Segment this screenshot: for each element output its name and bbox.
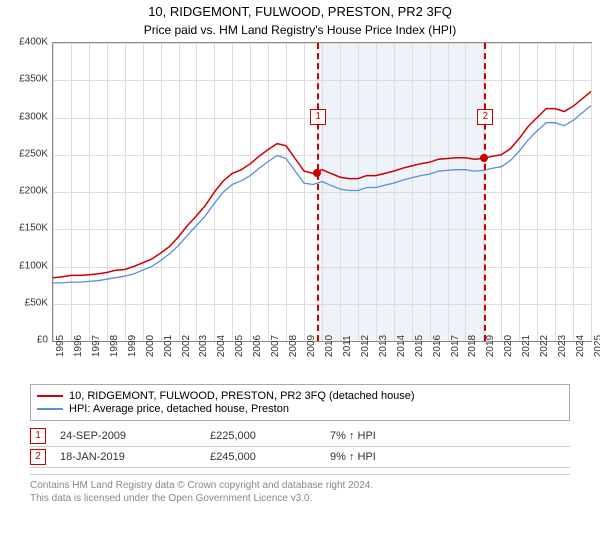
- sales-row: 1 24-SEP-2009£225,0007% ↑ HPI: [30, 426, 570, 447]
- y-tick-label: £250K: [19, 148, 48, 159]
- x-tick-label: 2016: [432, 335, 443, 357]
- sales-id: 2: [30, 449, 46, 465]
- x-tick-label: 1998: [109, 335, 120, 357]
- legend-row: HPI: Average price, detached house, Pres…: [37, 403, 563, 415]
- x-tick-label: 2015: [414, 335, 425, 357]
- x-tick-label: 1999: [127, 335, 138, 357]
- sales-price: £225,000: [210, 430, 330, 442]
- main-title: 10, RIDGEMONT, FULWOOD, PRESTON, PR2 3FQ: [0, 4, 600, 21]
- sub-title: Price paid vs. HM Land Registry's House …: [0, 23, 600, 37]
- chart-container: 10, RIDGEMONT, FULWOOD, PRESTON, PR2 3FQ…: [0, 0, 600, 560]
- legend-swatch: [37, 408, 63, 410]
- y-axis: £0£50K£100K£150K£200K£250K£300K£350K£400…: [8, 42, 52, 342]
- x-tick-label: 1997: [91, 335, 102, 357]
- x-tick-label: 2007: [270, 335, 281, 357]
- y-tick-label: £350K: [19, 74, 48, 85]
- x-tick-label: 2009: [306, 335, 317, 357]
- sales-id: 1: [30, 428, 46, 444]
- marker-dot: [480, 154, 488, 162]
- x-tick-label: 2005: [234, 335, 245, 357]
- x-tick-label: 2003: [198, 335, 209, 357]
- sales-diff: 7% ↑ HPI: [330, 430, 430, 442]
- x-tick-label: 2006: [252, 335, 263, 357]
- plot-area: 12: [52, 42, 592, 342]
- x-tick-label: 2019: [485, 335, 496, 357]
- legend-swatch: [37, 395, 63, 397]
- marker-line: [317, 43, 319, 341]
- x-tick-label: 2022: [539, 335, 550, 357]
- x-tick-label: 2020: [503, 335, 514, 357]
- x-tick-label: 1996: [73, 335, 84, 357]
- footer-text: Contains HM Land Registry data © Crown c…: [30, 474, 570, 505]
- x-tick-label: 2024: [575, 335, 586, 357]
- marker-dot: [313, 169, 321, 177]
- x-tick-label: 2013: [378, 335, 389, 357]
- y-tick-label: £0: [37, 335, 48, 346]
- marker-label: 1: [310, 109, 326, 125]
- x-tick-label: 2014: [396, 335, 407, 357]
- sales-date: 24-SEP-2009: [60, 430, 210, 442]
- legend-row: 10, RIDGEMONT, FULWOOD, PRESTON, PR2 3FQ…: [37, 390, 563, 402]
- y-tick-label: £150K: [19, 223, 48, 234]
- plot-outer: £0£50K£100K£150K£200K£250K£300K£350K£400…: [8, 42, 592, 380]
- gridline-v: [591, 43, 592, 341]
- series-line: [53, 106, 591, 283]
- x-tick-label: 2000: [145, 335, 156, 357]
- x-tick-label: 2011: [342, 335, 353, 357]
- title-area: 10, RIDGEMONT, FULWOOD, PRESTON, PR2 3FQ…: [0, 0, 600, 37]
- legend-label: 10, RIDGEMONT, FULWOOD, PRESTON, PR2 3FQ…: [69, 390, 415, 402]
- x-tick-label: 2021: [521, 335, 532, 357]
- legend-box: 10, RIDGEMONT, FULWOOD, PRESTON, PR2 3FQ…: [30, 384, 570, 421]
- legend-label: HPI: Average price, detached house, Pres…: [69, 403, 289, 415]
- x-tick-label: 2023: [557, 335, 568, 357]
- sales-table: 1 24-SEP-2009£225,0007% ↑ HPI 2 18-JAN-2019…: [30, 426, 570, 468]
- sales-price: £245,000: [210, 451, 330, 463]
- x-tick-label: 2012: [360, 335, 371, 357]
- x-tick-label: 2001: [163, 335, 174, 357]
- x-tick-label: 2004: [216, 335, 227, 357]
- marker-label: 2: [477, 109, 493, 125]
- sales-row: 2 18-JAN-2019£245,0009% ↑ HPI: [30, 447, 570, 468]
- x-tick-label: 1995: [55, 335, 66, 357]
- x-tick-label: 2010: [324, 335, 335, 357]
- y-tick-label: £300K: [19, 111, 48, 122]
- x-axis: 1995199619971998199920002001200220032004…: [52, 344, 592, 380]
- sales-date: 18-JAN-2019: [60, 451, 210, 463]
- series-svg: [53, 43, 591, 341]
- footer-line2: This data is licensed under the Open Gov…: [30, 492, 570, 505]
- y-tick-label: £200K: [19, 186, 48, 197]
- marker-line: [484, 43, 486, 341]
- sales-diff: 9% ↑ HPI: [330, 451, 430, 463]
- x-tick-label: 2008: [288, 335, 299, 357]
- x-tick-label: 2002: [181, 335, 192, 357]
- x-tick-label: 2018: [467, 335, 478, 357]
- y-tick-label: £100K: [19, 260, 48, 271]
- x-tick-label: 2025: [593, 335, 600, 357]
- footer-line1: Contains HM Land Registry data © Crown c…: [30, 479, 570, 492]
- y-tick-label: £50K: [25, 297, 48, 308]
- x-tick-label: 2017: [450, 335, 461, 357]
- y-tick-label: £400K: [19, 37, 48, 48]
